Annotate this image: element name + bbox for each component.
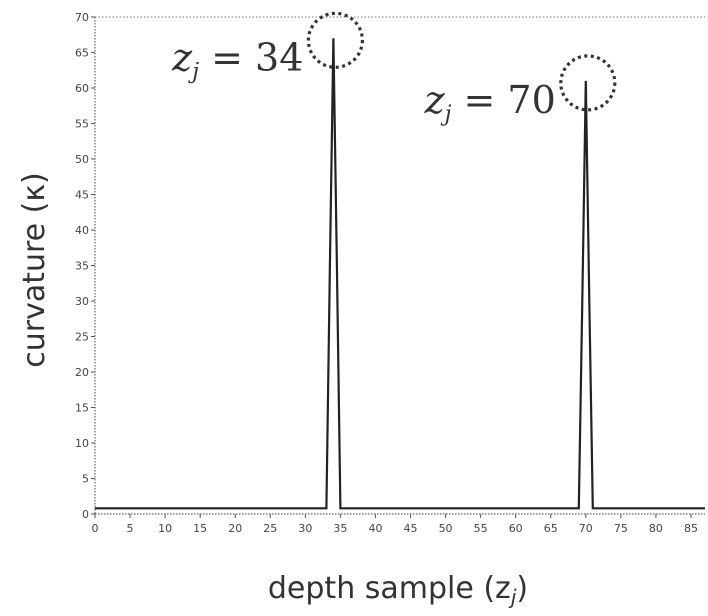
x-tick-label: 50 xyxy=(439,522,453,535)
peak-annotation: zj = 70 xyxy=(424,78,556,127)
y-tick-label: 25 xyxy=(75,331,89,344)
x-tick-label: 25 xyxy=(263,522,277,535)
x-tick-label: 55 xyxy=(474,522,488,535)
axes xyxy=(94,16,705,515)
x-tick-label: 15 xyxy=(193,522,207,535)
y-tick-label: 50 xyxy=(75,153,89,166)
y-tick-label: 10 xyxy=(75,437,89,450)
y-tick-label: 70 xyxy=(75,11,89,24)
series-layer xyxy=(95,38,705,510)
x-tick-label: 70 xyxy=(579,522,593,535)
x-tick-label: 5 xyxy=(127,522,134,535)
x-tick-label: 0 xyxy=(92,522,99,535)
y-axis-title: curvature (κ) xyxy=(17,172,52,368)
x-tick-label: 10 xyxy=(158,522,172,535)
x-tick-label: 30 xyxy=(298,522,312,535)
x-tick-label: 85 xyxy=(684,522,698,535)
y-tick-label: 45 xyxy=(75,189,89,202)
peak-annotations: zj = 34 zj = 70 xyxy=(171,35,556,127)
peak-annotation: zj = 34 xyxy=(171,35,303,84)
peak-marker-circle xyxy=(306,11,364,69)
y-tick-label: 40 xyxy=(75,224,89,237)
y-tick-label: 30 xyxy=(75,295,89,308)
x-tick-label: 20 xyxy=(228,522,242,535)
x-tick-label: 35 xyxy=(333,522,347,535)
y-tick-labels: 0 5 10 15 20 25 30 35 40 45 50 55 60 65 70 xyxy=(75,11,95,521)
x-tick-label: 40 xyxy=(368,522,382,535)
peak-markers xyxy=(306,11,617,112)
y-tick-label: 15 xyxy=(75,402,89,415)
x-tick-label: 65 xyxy=(544,522,558,535)
y-tick-label: 5 xyxy=(82,473,89,486)
peak-marker-circle xyxy=(559,54,617,112)
y-tick-label: 55 xyxy=(75,118,89,131)
y-tick-label: 60 xyxy=(75,82,89,95)
y-tick-label: 35 xyxy=(75,260,89,273)
x-tick-labels: 0 5 10 15 20 25 30 35 40 45 50 55 60 65 70 75 80 85 xyxy=(92,514,698,535)
x-tick-label: 75 xyxy=(614,522,628,535)
y-tick-label: 65 xyxy=(75,47,89,60)
x-tick-label: 60 xyxy=(509,522,523,535)
x-tick-label: 45 xyxy=(404,522,418,535)
x-axis-title: depth sample (zj) xyxy=(268,571,528,609)
y-tick-label: 0 xyxy=(82,508,89,521)
x-tick-label: 80 xyxy=(649,522,663,535)
series-line xyxy=(95,38,705,510)
y-tick-label: 20 xyxy=(75,366,89,379)
